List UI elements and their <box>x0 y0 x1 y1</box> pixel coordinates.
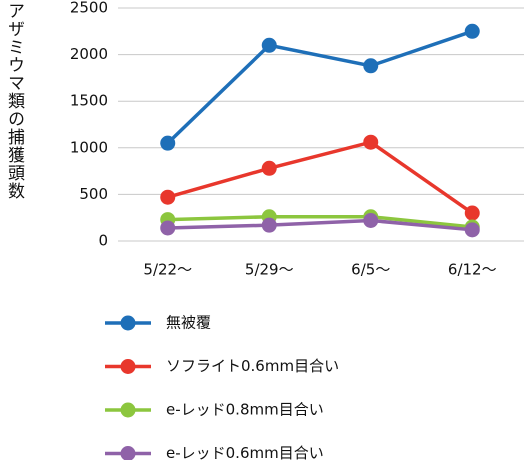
legend-label: ソフライト0.6mm目合い <box>166 357 339 375</box>
legend-label: 無被覆 <box>166 314 211 332</box>
data-point <box>160 135 176 151</box>
data-point <box>464 23 480 39</box>
legend-label: e-レッド0.8mm目合い <box>166 401 324 419</box>
data-point <box>363 58 379 74</box>
legend-label: e-レッド0.6mm目合い <box>166 444 324 460</box>
series-line <box>167 215 473 229</box>
legend-marker <box>120 315 136 331</box>
y-tick-label: 500 <box>79 185 108 203</box>
legend-marker <box>120 402 136 418</box>
data-point <box>363 212 379 228</box>
data-point <box>261 37 277 53</box>
y-tick-label: 2500 <box>70 0 108 17</box>
x-tick-label: 5/29〜 <box>245 261 294 279</box>
data-point <box>464 205 480 221</box>
y-axis-label: アザミウマ類の捕獲頭数 <box>4 2 24 200</box>
series-line <box>166 29 473 145</box>
data-point <box>464 222 480 238</box>
x-tick-label: 6/12〜 <box>448 261 497 279</box>
legend-marker <box>120 446 136 460</box>
y-tick-label: 0 <box>98 232 108 250</box>
y-tick-label: 1000 <box>70 138 108 156</box>
x-tick-label: 5/22〜 <box>143 261 192 279</box>
data-point <box>160 220 176 236</box>
data-point <box>363 134 379 150</box>
series-line <box>167 140 474 215</box>
y-tick-label: 1500 <box>70 92 108 110</box>
series-line <box>167 218 473 232</box>
x-tick-label: 6/5〜 <box>351 261 390 279</box>
y-tick-label: 2000 <box>70 45 108 63</box>
data-point <box>261 160 277 176</box>
data-point <box>160 189 176 205</box>
data-point <box>261 217 277 233</box>
legend-marker <box>120 359 136 374</box>
